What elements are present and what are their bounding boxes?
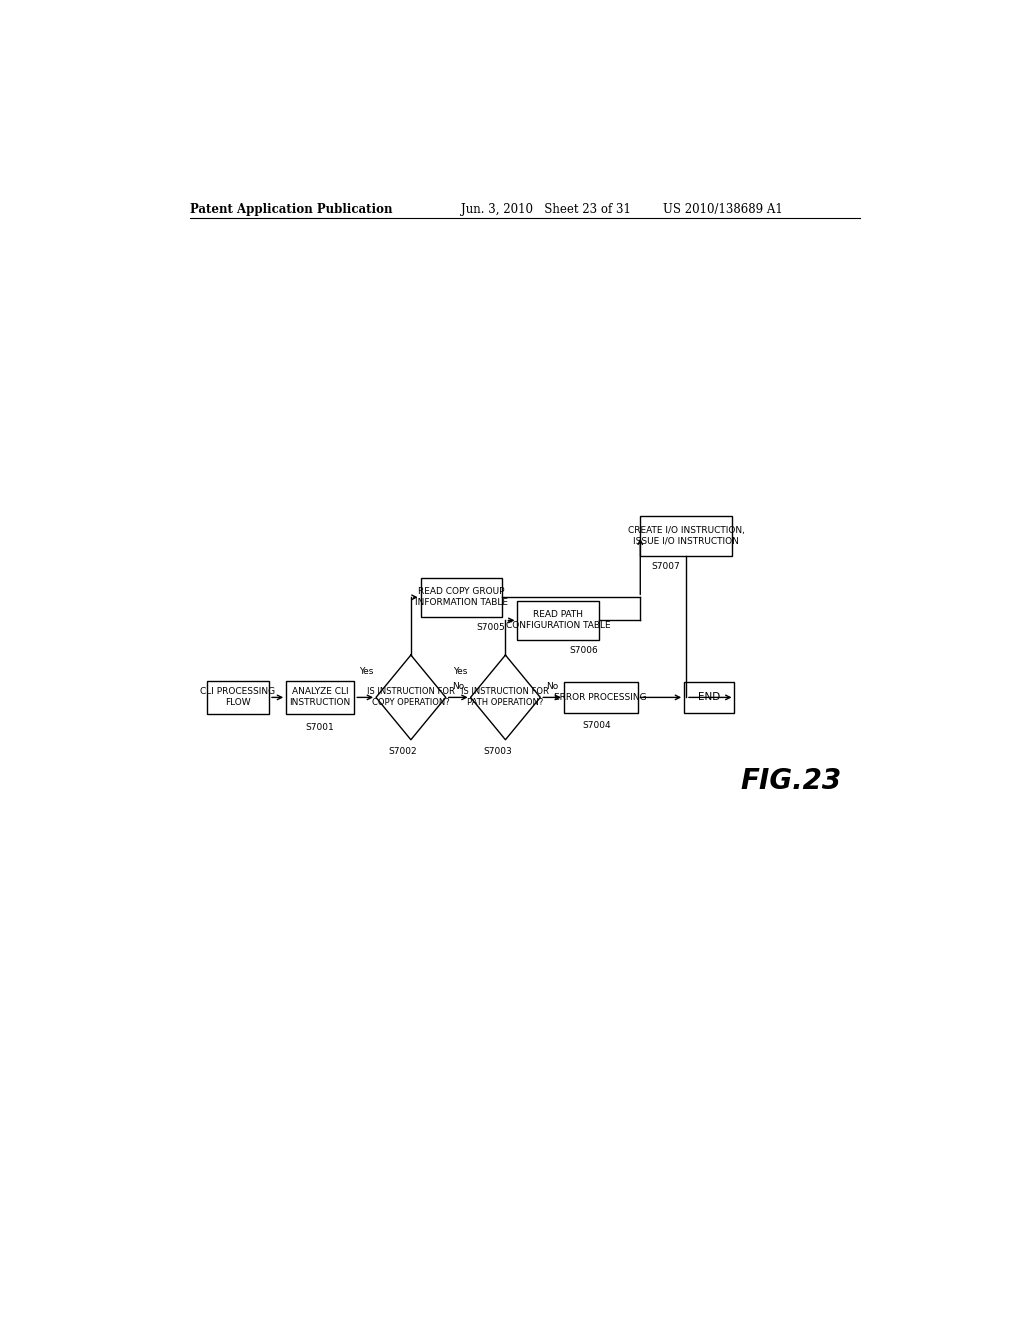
FancyBboxPatch shape xyxy=(517,601,599,640)
Text: ERROR PROCESSING: ERROR PROCESSING xyxy=(554,693,647,702)
Text: READ COPY GROUP
INFORMATION TABLE: READ COPY GROUP INFORMATION TABLE xyxy=(415,587,508,607)
Text: No: No xyxy=(452,682,464,692)
FancyBboxPatch shape xyxy=(684,682,734,713)
Text: S7001: S7001 xyxy=(306,723,335,731)
Text: Yes: Yes xyxy=(454,667,468,676)
Text: FIG.23: FIG.23 xyxy=(740,767,842,795)
FancyBboxPatch shape xyxy=(207,681,269,714)
Text: S7004: S7004 xyxy=(583,721,611,730)
Text: S7007: S7007 xyxy=(651,562,680,570)
Text: END: END xyxy=(698,693,720,702)
Text: No: No xyxy=(546,682,558,692)
Text: IS INSTRUCTION FOR
COPY OPERATION?: IS INSTRUCTION FOR COPY OPERATION? xyxy=(367,688,455,708)
Text: Patent Application Publication: Patent Application Publication xyxy=(190,203,392,216)
Text: S7005: S7005 xyxy=(477,623,506,632)
Text: S7002: S7002 xyxy=(389,747,418,756)
Text: READ PATH
CONFIGURATION TABLE: READ PATH CONFIGURATION TABLE xyxy=(506,610,610,631)
Text: CLI PROCESSING
FLOW: CLI PROCESSING FLOW xyxy=(201,688,275,708)
Text: Jun. 3, 2010   Sheet 23 of 31: Jun. 3, 2010 Sheet 23 of 31 xyxy=(461,203,631,216)
Text: S7003: S7003 xyxy=(483,747,512,756)
FancyBboxPatch shape xyxy=(421,578,502,616)
Text: US 2010/138689 A1: US 2010/138689 A1 xyxy=(663,203,782,216)
Text: CREATE I/O INSTRUCTION,
ISSUE I/O INSTRUCTION: CREATE I/O INSTRUCTION, ISSUE I/O INSTRU… xyxy=(628,525,744,545)
Text: ANALYZE CLI
INSTRUCTION: ANALYZE CLI INSTRUCTION xyxy=(290,688,351,708)
FancyBboxPatch shape xyxy=(564,682,638,713)
FancyBboxPatch shape xyxy=(640,516,732,556)
Text: IS INSTRUCTION FOR
PATH OPERATION?: IS INSTRUCTION FOR PATH OPERATION? xyxy=(462,688,549,708)
FancyBboxPatch shape xyxy=(286,681,354,714)
Text: S7006: S7006 xyxy=(569,645,598,655)
Text: Yes: Yes xyxy=(359,667,374,676)
